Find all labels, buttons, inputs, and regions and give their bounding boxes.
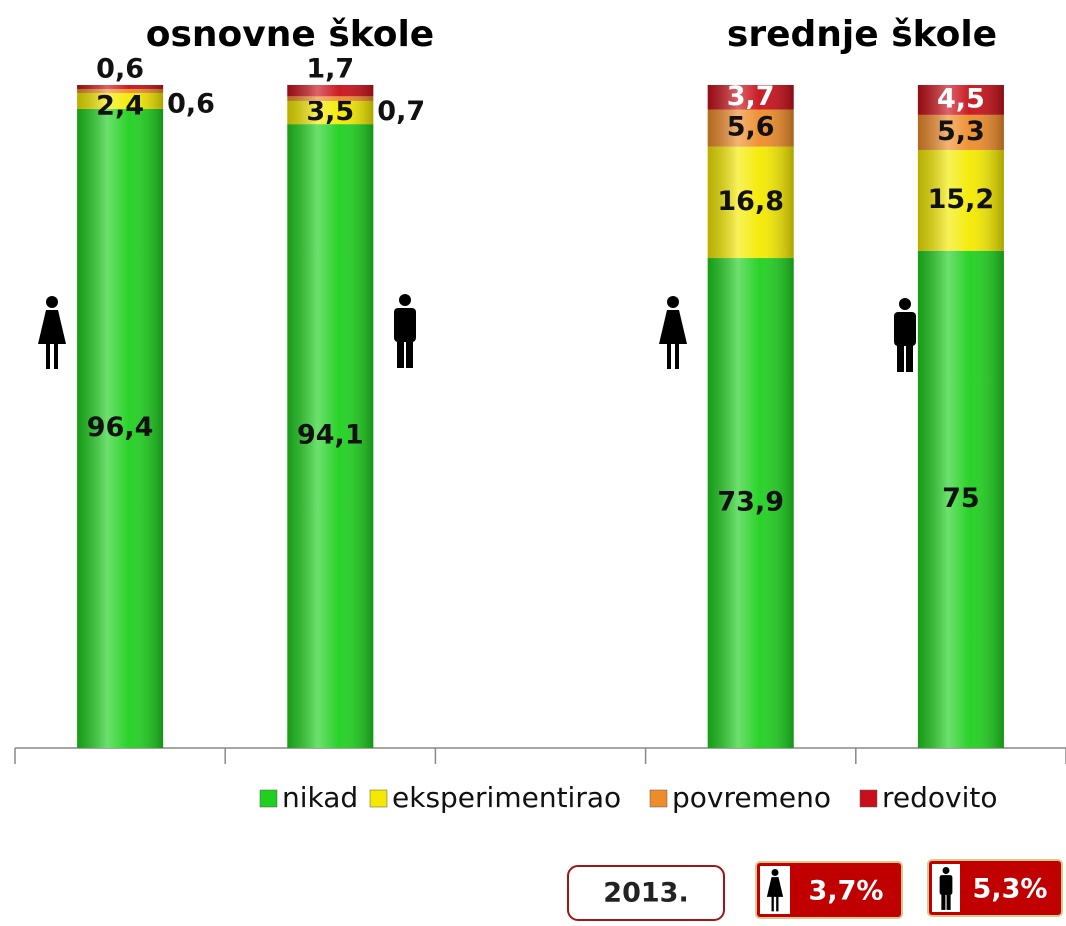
value-label: 0,6 xyxy=(167,88,215,119)
value-label: 1,7 xyxy=(306,54,354,85)
icon-leg xyxy=(897,342,904,372)
value-label: 2,4 xyxy=(96,90,144,121)
female-box xyxy=(755,861,903,919)
icon-leg xyxy=(46,343,50,369)
value-label: 3,5 xyxy=(306,96,354,127)
icon-leg xyxy=(946,892,951,910)
group-label: osnovne škole xyxy=(146,14,434,55)
year-box xyxy=(567,865,725,921)
bar-shine xyxy=(707,85,794,110)
male-icon xyxy=(894,298,916,372)
value-label: 4,5 xyxy=(937,83,985,114)
bar-shine xyxy=(287,124,374,748)
male-icon xyxy=(939,867,953,910)
icon-body xyxy=(394,308,416,342)
female-icon xyxy=(766,869,784,912)
value-label: 3,7 xyxy=(727,81,775,112)
bar-shine xyxy=(77,88,164,93)
value-label: 96,4 xyxy=(87,412,154,443)
icon-leg xyxy=(667,343,671,369)
female-icon xyxy=(659,296,687,369)
icon-leg xyxy=(675,343,679,369)
icon-body xyxy=(894,312,916,346)
male-rate: 5,3% xyxy=(973,874,1048,905)
value-label: 15,2 xyxy=(928,184,995,215)
icon-leg xyxy=(771,896,774,912)
bar-shine xyxy=(707,258,794,748)
legend-label: eksperimentirao xyxy=(392,781,621,814)
bar-shine xyxy=(287,96,374,101)
icon-leg xyxy=(54,343,58,369)
icon-head xyxy=(771,869,779,876)
value-label: 16,8 xyxy=(717,186,784,217)
bar-shine xyxy=(287,100,374,125)
bar-shine xyxy=(77,108,164,749)
female-icon xyxy=(38,296,66,369)
legend-label: povremeno xyxy=(672,781,831,814)
icon-head xyxy=(46,296,58,308)
bar-shine xyxy=(917,114,1004,150)
bar-shine xyxy=(287,85,374,97)
bar-shine xyxy=(917,250,1004,748)
bar-shine xyxy=(917,85,1004,115)
male-icon xyxy=(394,294,416,368)
legend-swatch xyxy=(649,789,668,808)
icon-head xyxy=(899,298,911,310)
icon-body xyxy=(766,877,784,897)
value-label: 0,7 xyxy=(377,96,425,127)
icon-leg xyxy=(941,892,946,910)
group-label: srednje škole xyxy=(727,14,997,55)
bar-shine xyxy=(917,149,1004,251)
male-box xyxy=(927,859,1063,917)
icon-body xyxy=(659,310,687,344)
legend-swatch xyxy=(369,789,388,808)
legend-swatch xyxy=(859,789,878,808)
icon-body xyxy=(38,310,66,344)
legend-label: redovito xyxy=(882,781,998,814)
legend-label: nikad xyxy=(282,781,358,814)
icon-leg xyxy=(776,896,779,912)
icon-head xyxy=(942,867,950,874)
icon-head xyxy=(667,296,679,308)
value-label: 5,3 xyxy=(937,116,985,147)
value-label: 75 xyxy=(942,483,980,514)
icon-leg xyxy=(906,342,913,372)
bar-shine xyxy=(707,146,794,259)
bar-shine xyxy=(707,109,794,147)
value-label: 0,6 xyxy=(96,54,144,85)
year: 2013. xyxy=(603,878,688,909)
value-label: 94,1 xyxy=(297,420,364,451)
value-label: 5,6 xyxy=(727,112,775,143)
legend-swatch xyxy=(259,789,278,808)
bar-shine xyxy=(77,92,164,109)
icon-body xyxy=(939,875,953,895)
bar-shine xyxy=(77,85,164,89)
icon-leg xyxy=(397,338,404,368)
value-label: 73,9 xyxy=(717,487,784,518)
icon-leg xyxy=(406,338,413,368)
female-rate: 3,7% xyxy=(809,876,884,907)
icon-head xyxy=(399,294,411,306)
